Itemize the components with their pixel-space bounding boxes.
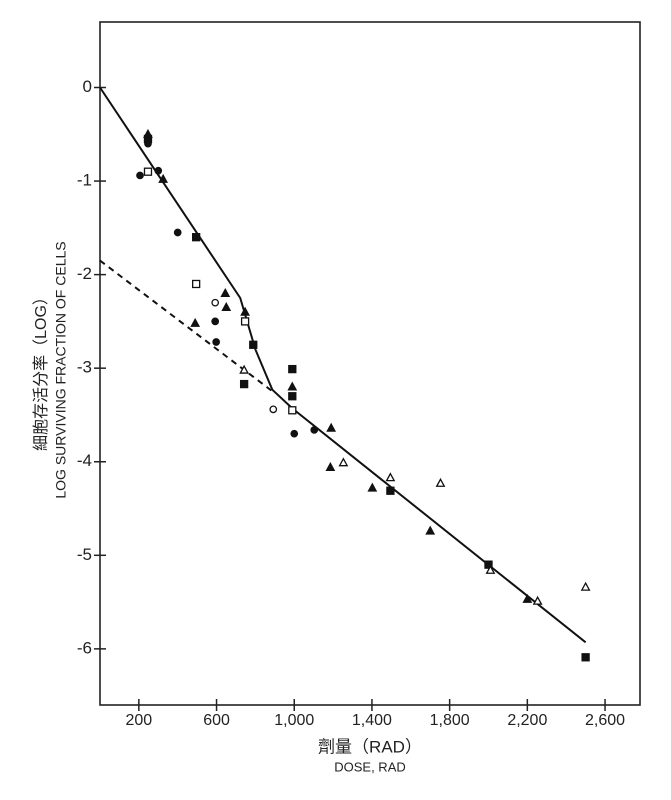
data-point	[435, 477, 446, 487]
y-tick-label: -6	[77, 638, 92, 657]
data-point	[239, 364, 250, 374]
y-tick-label: -4	[77, 451, 92, 470]
data-point	[173, 228, 182, 237]
data-point	[310, 426, 319, 434]
data-point	[581, 653, 590, 662]
x-tick-label: 1,400	[352, 712, 392, 729]
data-point	[212, 338, 221, 346]
x-tick-label: 2,200	[507, 712, 547, 729]
data-point	[154, 166, 163, 175]
data-point	[211, 317, 220, 326]
data-point	[367, 482, 378, 492]
x-tick-label: 200	[125, 712, 152, 729]
x-tick-label: 600	[203, 712, 230, 729]
data-point	[221, 302, 232, 312]
y-axis-title-zh: 細胞存活分率（LOG）	[32, 289, 50, 451]
data-point	[240, 317, 250, 326]
data-point	[485, 564, 496, 574]
x-axis-title-zh: 劑量（RAD）	[318, 737, 422, 756]
data-point	[484, 560, 493, 569]
data-point	[144, 139, 152, 148]
data-point	[386, 486, 395, 495]
data-point	[326, 422, 337, 432]
data-point	[192, 233, 201, 242]
plot-frame	[99, 21, 641, 706]
x-tick-label: 1,800	[430, 712, 470, 729]
data-point	[425, 525, 436, 535]
data-point	[288, 406, 297, 415]
data-point	[269, 405, 278, 414]
data-point	[158, 173, 169, 183]
data-point	[192, 279, 201, 289]
y-tick-label: -5	[77, 545, 92, 564]
fit-line	[99, 259, 276, 395]
data-point	[287, 381, 298, 391]
data-point	[288, 392, 297, 401]
data-point	[338, 457, 349, 467]
data-point	[240, 306, 250, 316]
y-tick-label: 0	[83, 77, 92, 96]
data-point	[325, 461, 336, 472]
y-tick-label: -1	[77, 171, 92, 190]
y-axis-title: LOG SURVIVING FRACTION OF CELLS	[53, 241, 69, 498]
x-axis-title: DOSE, RAD	[334, 759, 406, 774]
data-point	[532, 595, 543, 605]
data-point	[239, 379, 249, 389]
y-tick-label: -3	[77, 358, 92, 377]
data-point	[136, 171, 144, 180]
data-point	[522, 593, 533, 603]
data-point	[211, 298, 220, 307]
data-point	[290, 429, 299, 438]
fit-line	[99, 86, 587, 644]
data-point	[249, 340, 258, 349]
data-point	[220, 287, 231, 297]
data-point	[143, 128, 153, 138]
x-tick-label: 2,600	[585, 712, 625, 729]
y-tick-label: -2	[77, 264, 92, 283]
x-tick-label: 1,000	[274, 712, 314, 729]
data-point	[385, 472, 396, 482]
data-point	[580, 581, 591, 591]
data-point	[190, 317, 201, 327]
data-point	[288, 364, 297, 374]
data-point	[143, 167, 153, 176]
